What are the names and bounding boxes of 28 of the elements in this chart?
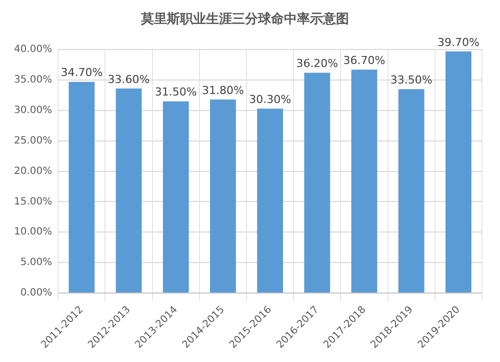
y-tick-label: 40.00% (14, 44, 52, 56)
bar (257, 108, 284, 292)
data-label: 30.30% (249, 92, 292, 106)
bar (398, 89, 424, 292)
y-tick-label: 5.00% (20, 257, 52, 268)
y-tick-label: 35.00% (14, 74, 52, 86)
data-label: 31.80% (202, 84, 244, 97)
data-label: 31.50% (154, 86, 197, 99)
y-tick-label: 0.00% (20, 288, 52, 299)
data-label: 36.70% (343, 54, 386, 68)
y-tick-label: 25.00% (14, 135, 52, 146)
y-tick-label: 20.00% (14, 166, 52, 177)
data-label: 36.20% (296, 57, 338, 70)
data-label: 34.70% (60, 66, 103, 80)
bar (446, 51, 472, 292)
bar (162, 101, 189, 292)
y-tick-label: 10.00% (14, 226, 52, 238)
bar (68, 82, 95, 292)
bar (351, 70, 378, 292)
y-tick-label: 30.00% (14, 105, 52, 116)
data-label: 39.70% (437, 36, 480, 49)
y-tick-label: 15.00% (14, 196, 52, 208)
bar (304, 72, 330, 292)
chart-title: 莫里斯职业生涯三分球命中率示意图 (140, 11, 349, 28)
data-label: 33.50% (390, 74, 432, 87)
data-label: 33.60% (108, 72, 150, 86)
bar (210, 99, 236, 292)
bar (116, 88, 142, 292)
